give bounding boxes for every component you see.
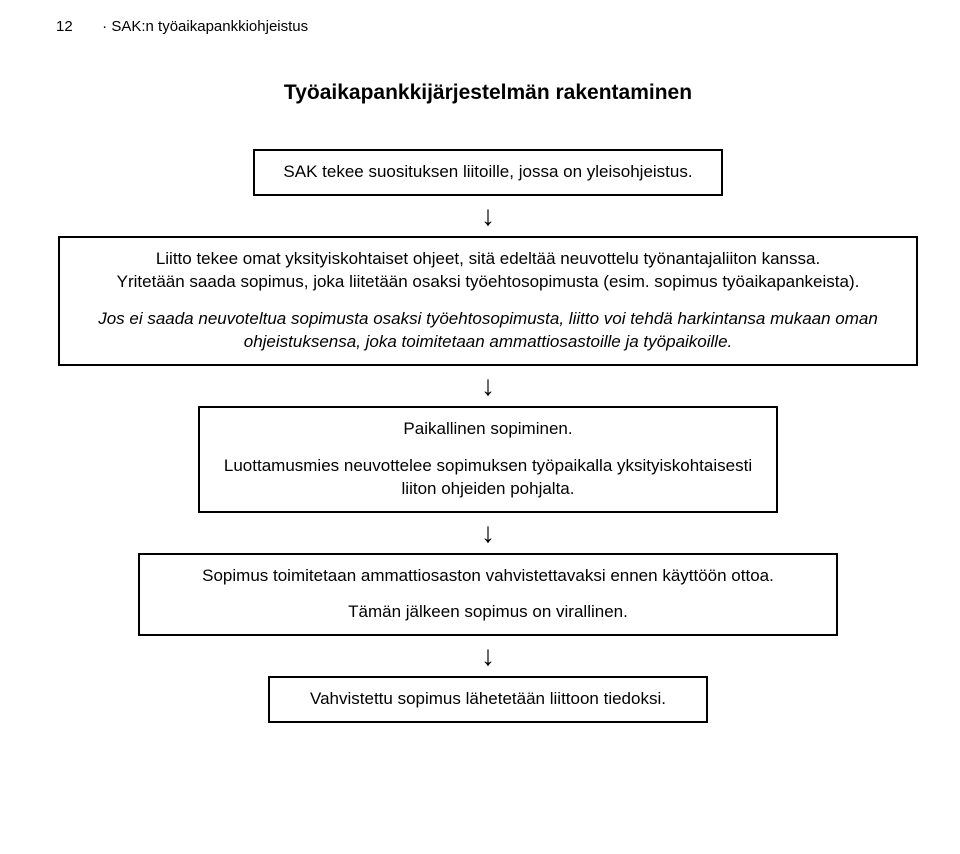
flow-node-2-line1: Liitto tekee omat yksityiskohtaiset ohje… bbox=[74, 248, 902, 271]
flow-node-2-line2: Yritetään saada sopimus, joka liitetään … bbox=[74, 271, 902, 294]
flowchart: SAK tekee suosituksen liitoille, jossa o… bbox=[56, 149, 920, 723]
flow-node-3-line2: Luottamusmies neuvottelee sopimuksen työ… bbox=[214, 455, 762, 501]
main-title: Työaikapankkijärjestelmän rakentaminen bbox=[56, 81, 920, 105]
flow-node-3-line1: Paikallinen sopiminen. bbox=[214, 418, 762, 441]
flow-node-4-line1: Sopimus toimitetaan ammattiosaston vahvi… bbox=[154, 565, 822, 588]
flow-node-4-line2: Tämän jälkeen sopimus on virallinen. bbox=[154, 601, 822, 624]
page-number: 12 bbox=[56, 18, 98, 35]
page-header: 12 SAK:n työaikapankkiohjeistus bbox=[56, 18, 920, 35]
flow-node-1-text: SAK tekee suosituksen liitoille, jossa o… bbox=[283, 162, 692, 181]
arrow-down-icon: ↓ bbox=[481, 202, 495, 230]
flow-node-2: Liitto tekee omat yksityiskohtaiset ohje… bbox=[58, 236, 918, 366]
flow-node-3: Paikallinen sopiminen. Luottamusmies neu… bbox=[198, 406, 778, 513]
flow-node-5: Vahvistettu sopimus lähetetään liittoon … bbox=[268, 676, 708, 723]
doc-title: SAK:n työaikapankkiohjeistus bbox=[102, 18, 308, 35]
spacer bbox=[214, 441, 762, 455]
flow-node-1: SAK tekee suosituksen liitoille, jossa o… bbox=[253, 149, 723, 196]
arrow-down-icon: ↓ bbox=[481, 372, 495, 400]
flow-node-5-text: Vahvistettu sopimus lähetetään liittoon … bbox=[310, 689, 666, 708]
flow-node-2-italic: Jos ei saada neuvoteltua sopimusta osaks… bbox=[74, 308, 902, 354]
spacer bbox=[154, 587, 822, 601]
arrow-down-icon: ↓ bbox=[481, 519, 495, 547]
arrow-down-icon: ↓ bbox=[481, 642, 495, 670]
flow-node-4: Sopimus toimitetaan ammattiosaston vahvi… bbox=[138, 553, 838, 637]
spacer bbox=[74, 294, 902, 308]
